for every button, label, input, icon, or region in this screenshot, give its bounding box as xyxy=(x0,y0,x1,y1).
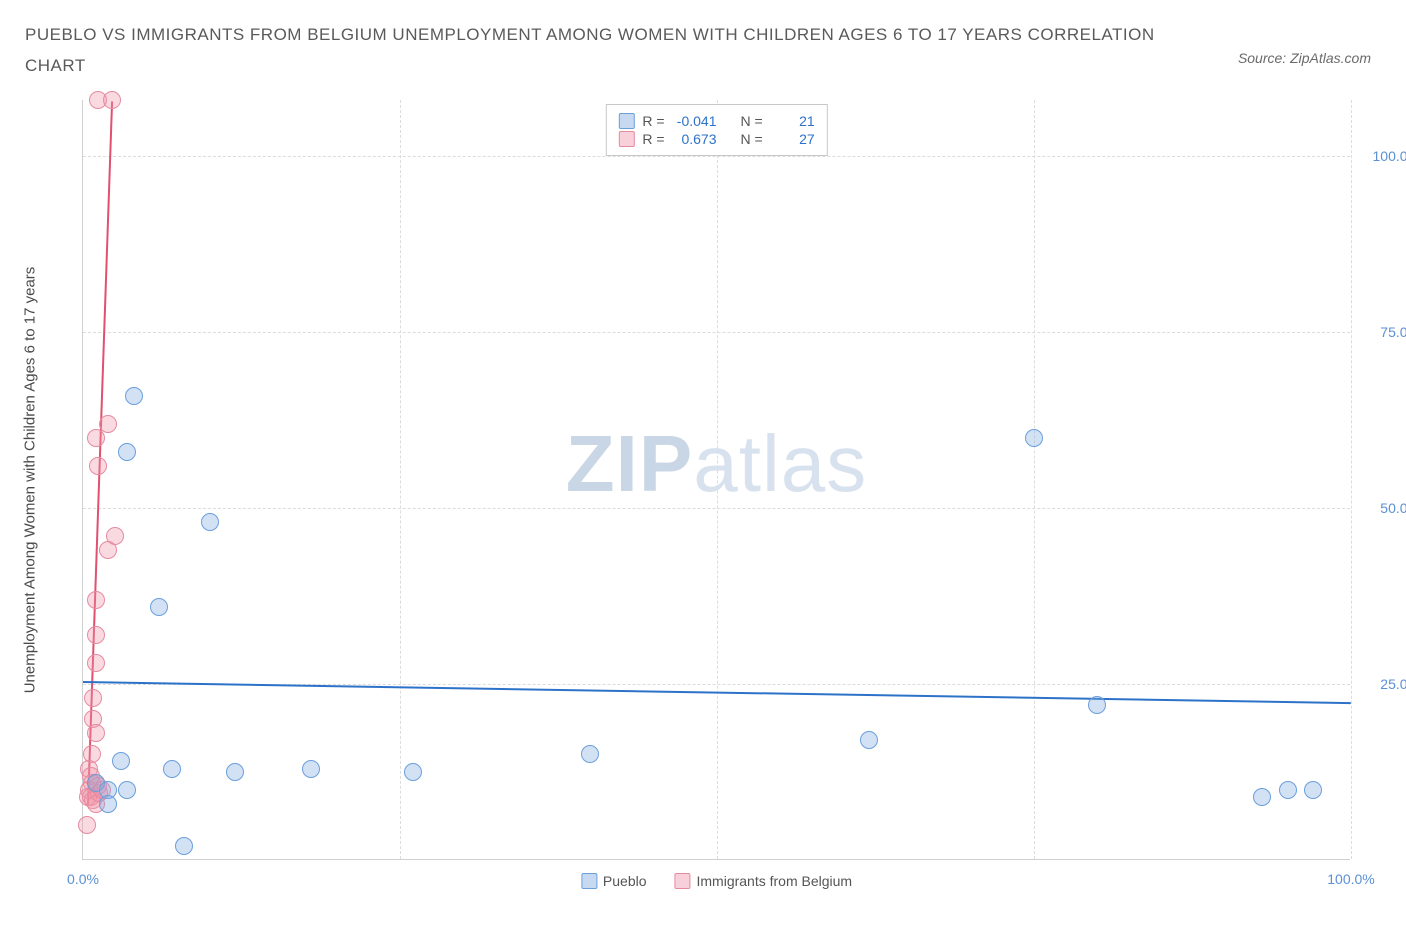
data-point-belgium xyxy=(87,626,105,644)
data-point-pueblo xyxy=(581,745,599,763)
legend: Pueblo Immigrants from Belgium xyxy=(581,873,852,889)
data-point-belgium xyxy=(87,429,105,447)
stat-row: R = -0.041 N = 21 xyxy=(618,113,814,129)
y-axis-label: Unemployment Among Women with Children A… xyxy=(22,267,39,694)
watermark-bold: ZIP xyxy=(566,419,693,508)
source-attribution: Source: ZipAtlas.com xyxy=(1238,50,1371,66)
data-point-belgium xyxy=(78,816,96,834)
data-point-pueblo xyxy=(1279,781,1297,799)
stat-r-value: 0.673 xyxy=(673,131,717,147)
gridline-vertical xyxy=(1351,100,1352,859)
gridline-vertical xyxy=(1034,100,1035,859)
data-point-pueblo xyxy=(125,387,143,405)
stat-r-label: R = xyxy=(642,113,664,129)
watermark-light: atlas xyxy=(693,419,867,508)
chart-title: PUEBLO VS IMMIGRANTS FROM BELGIUM UNEMPL… xyxy=(25,20,1175,81)
legend-swatch xyxy=(581,873,597,889)
gridline-vertical xyxy=(400,100,401,859)
data-point-pueblo xyxy=(404,763,422,781)
data-point-pueblo xyxy=(150,598,168,616)
legend-swatch xyxy=(618,113,634,129)
stat-row: R = 0.673 N = 27 xyxy=(618,131,814,147)
legend-swatch xyxy=(618,131,634,147)
data-point-belgium xyxy=(89,457,107,475)
gridline-vertical xyxy=(717,100,718,859)
data-point-pueblo xyxy=(226,763,244,781)
data-point-pueblo xyxy=(163,760,181,778)
chart-area: Unemployment Among Women with Children A… xyxy=(60,100,1350,860)
legend-swatch xyxy=(675,873,691,889)
data-point-pueblo xyxy=(1025,429,1043,447)
legend-label: Immigrants from Belgium xyxy=(697,873,853,889)
data-point-pueblo xyxy=(99,795,117,813)
y-tick-label: 25.0% xyxy=(1360,676,1406,692)
data-point-pueblo xyxy=(201,513,219,531)
stat-n-label: N = xyxy=(741,113,763,129)
data-point-pueblo xyxy=(860,731,878,749)
data-point-pueblo xyxy=(302,760,320,778)
legend-item: Immigrants from Belgium xyxy=(675,873,853,889)
data-point-belgium xyxy=(87,591,105,609)
x-tick-label: 100.0% xyxy=(1327,871,1374,887)
scatter-plot: ZIPatlas R =-0.041N =21R =0.673N =27 Pue… xyxy=(82,100,1350,860)
stat-r-value: -0.041 xyxy=(673,113,717,129)
correlation-stats-box: R = -0.041 N = 21 R = 0.673 N = 27 xyxy=(605,104,827,156)
legend-label: Pueblo xyxy=(603,873,647,889)
data-point-pueblo xyxy=(118,443,136,461)
data-point-pueblo xyxy=(1088,696,1106,714)
stat-n-value: 21 xyxy=(771,113,815,129)
data-point-belgium xyxy=(99,415,117,433)
data-point-belgium xyxy=(99,541,117,559)
data-point-belgium xyxy=(87,654,105,672)
x-tick-label: 0.0% xyxy=(67,871,99,887)
data-point-pueblo xyxy=(112,752,130,770)
data-point-pueblo xyxy=(1253,788,1271,806)
data-point-belgium xyxy=(103,91,121,109)
y-tick-label: 75.0% xyxy=(1360,324,1406,340)
stat-n-label: N = xyxy=(741,131,763,147)
chart-header: PUEBLO VS IMMIGRANTS FROM BELGIUM UNEMPL… xyxy=(0,0,1406,91)
stat-n-value: 27 xyxy=(771,131,815,147)
y-tick-label: 50.0% xyxy=(1360,500,1406,516)
data-point-pueblo xyxy=(1304,781,1322,799)
y-tick-label: 100.0% xyxy=(1360,148,1406,164)
legend-item: Pueblo xyxy=(581,873,647,889)
data-point-pueblo xyxy=(118,781,136,799)
stat-r-label: R = xyxy=(642,131,664,147)
data-point-belgium xyxy=(84,689,102,707)
data-point-belgium xyxy=(87,724,105,742)
data-point-pueblo xyxy=(175,837,193,855)
